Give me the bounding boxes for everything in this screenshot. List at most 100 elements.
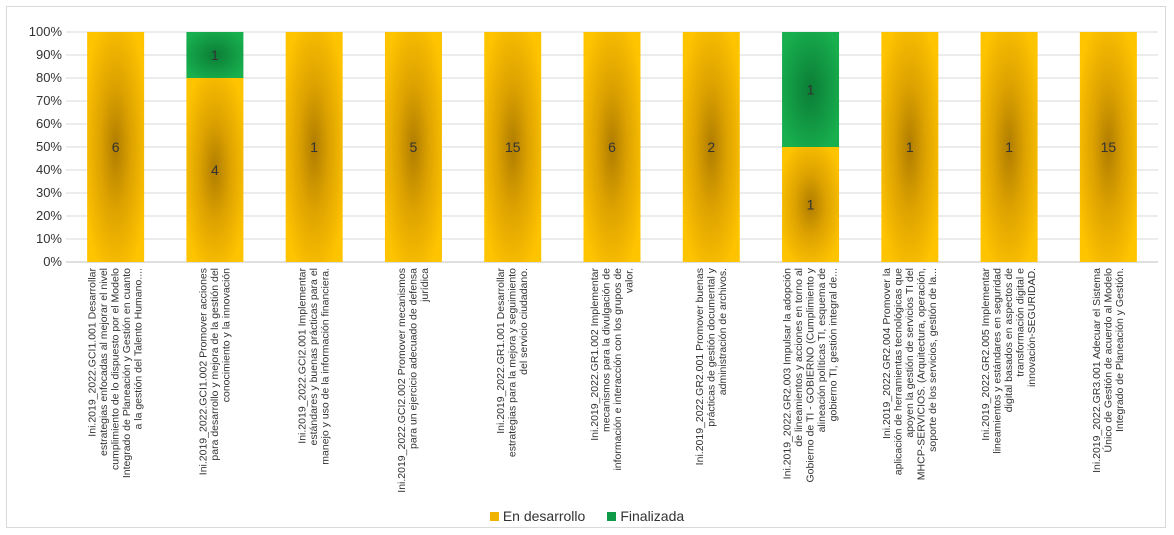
- x-tick-label-line: conocimiento y la innovación: [220, 268, 232, 402]
- x-tick-label-line: apoyen la gestión de servicios TI del: [904, 268, 916, 438]
- legend-item-finalizada: Finalizada: [607, 508, 684, 524]
- x-tick-label: Ini.2019_2022.GCI2.001 Implementarestánd…: [297, 268, 332, 465]
- labels: 0% 10% 20% 30% 40% 50% 60% 70% 80% 90% 100% 6 Ini.20…: [29, 24, 1126, 493]
- x-tick-label: Ini.2019_2022.GCI1.002 Promover acciones…: [197, 268, 232, 475]
- y-tick-label: 60%: [36, 116, 62, 131]
- x-tick-label-line: lineamientos y estándares en seguridad: [992, 268, 1004, 454]
- x-tick-label-line: Gobierno de TI - GOBIERNO (Cumplimiento …: [805, 267, 817, 482]
- x-tick-label-line: para un ejercicio adecuado de defensa: [407, 268, 419, 449]
- y-tick-label: 70%: [36, 93, 62, 108]
- data-label: 1: [211, 47, 219, 63]
- x-tick-label: Ini.2019_2022.GR1.002 Implementarmecanis…: [589, 267, 636, 470]
- data-label: 15: [1101, 139, 1117, 155]
- x-tick-label-line: de lineamientos y acciones en torno al: [793, 268, 805, 447]
- x-tick-label-line: administración de archivos.: [717, 268, 729, 395]
- data-label: 1: [807, 197, 815, 213]
- y-tick-label: 40%: [36, 162, 62, 177]
- x-tick-label: Ini.2019_2022.GR1.001 Desarrollarestrate…: [495, 268, 530, 458]
- data-label: 2: [707, 139, 715, 155]
- x-tick-label-line: MHCP-SERVICIOS. (Arquitectura, operación…: [915, 268, 927, 480]
- x-tick-label-line: alineación políticas TI, esquema de: [816, 268, 828, 433]
- y-tick-label: 30%: [36, 185, 62, 200]
- x-tick-label-line: Ini.2019_2022.GR2.005 Implementar: [980, 267, 992, 440]
- legend-label-en-desarrollo: En desarrollo: [502, 508, 586, 524]
- x-tick-label-line: innovación-SEGURIDAD.: [1026, 268, 1038, 387]
- x-tick-label-line: estrategias enfocadas al mejorar el nive…: [98, 268, 110, 456]
- x-tick-label-line: Ini.2019_2022.GR2.001 Promover buenas: [694, 268, 706, 465]
- x-tick-label-line: manejo y uso de la información financier…: [320, 268, 332, 465]
- bar-segment: [881, 32, 939, 262]
- x-tick-label: Ini.2019_2022.GCI2.002 Promover mecanism…: [396, 268, 431, 493]
- data-label: 1: [807, 82, 815, 98]
- data-label: 6: [608, 139, 616, 155]
- legend-label-finalizada: Finalizada: [620, 508, 685, 524]
- x-tick-label-line: valor.: [623, 268, 635, 293]
- x-tick-label-line: digital basados en aspectos de: [1003, 268, 1015, 412]
- data-label: 1: [310, 139, 318, 155]
- x-tick-label-line: del servicio ciudadano.: [518, 268, 530, 375]
- x-tick-label-line: estrategias para la mejora y seguimiento: [507, 268, 519, 457]
- x-tick-label-line: Ini.2019_2022.GCI2.001 Implementar: [297, 268, 309, 444]
- x-tick-label: Ini.2019_2022.GR2.005 Implementarlineami…: [980, 267, 1038, 453]
- data-label: 6: [112, 139, 120, 155]
- legend: En desarrollo Finalizada: [0, 508, 1174, 524]
- x-tick-label-line: Ini.2019_2022.GCI2.002 Promover mecanism…: [396, 268, 408, 493]
- x-tick-label-line: gobierno TI, gestión integral de...: [828, 268, 840, 421]
- bar-segment: [87, 32, 145, 262]
- x-tick-label: Ini.2019_2022.GR2.003 Impulsar la adopci…: [782, 267, 840, 482]
- x-tick-label-line: Integrado de Planeación y Gestión.: [1114, 268, 1126, 432]
- x-tick-label-line: Ini.2019_2022.GR1.001 Desarrollar: [495, 268, 507, 434]
- y-tick-label: 80%: [36, 70, 62, 85]
- x-tick-label-line: Ini.2019_2022.GR1.002 Implementar: [589, 267, 601, 440]
- x-tick-label-line: información e interacción con los grupos…: [612, 268, 624, 471]
- x-tick-label-line: cumplimiento de lo dispuesto por el Mode…: [110, 268, 122, 470]
- x-tick-label-line: aplicación de herramientas tecnológicas …: [892, 268, 904, 475]
- x-tick-label-line: jurídica: [419, 268, 431, 303]
- x-tick-label-line: para desarrollo y mejora de la gestión d…: [209, 268, 221, 461]
- x-tick-label-line: Integrado de Planeación y Gestión en cua…: [121, 268, 133, 478]
- x-tick-label: Ini.2019_2022.GR3.001 Adecuar el Sistema…: [1091, 268, 1126, 473]
- y-tick-label: 0%: [43, 254, 62, 269]
- x-tick-label-line: Ini.2019_2022.GCI1.002 Promover acciones: [197, 268, 209, 475]
- legend-item-en-desarrollo: En desarrollo: [489, 508, 586, 524]
- legend-swatch-finalizada: [607, 511, 617, 521]
- x-tick-label-line: Ini.2019_2022.GCI1.001 Desarrollar: [87, 267, 99, 436]
- y-tick-label: 20%: [36, 208, 62, 223]
- x-tick-label-line: Ini.2019_2022.GR2.003 Impulsar la adopci…: [782, 268, 794, 479]
- bar-segment: [1079, 32, 1137, 262]
- data-label: 1: [906, 139, 914, 155]
- bar-segment: [484, 32, 542, 262]
- bar-segment: [384, 32, 442, 262]
- bar-segment: [782, 32, 840, 147]
- x-tick-label-line: soporte de los servicios, gestión de la.…: [927, 268, 939, 452]
- y-tick-label: 100%: [29, 24, 63, 39]
- bar-segment: [782, 147, 840, 262]
- bar-segment: [682, 32, 740, 262]
- legend-swatch-en-desarrollo: [489, 511, 499, 521]
- y-tick-label: 10%: [36, 231, 62, 246]
- x-tick-label-line: mecanismos para la divulgación de: [600, 268, 612, 432]
- data-label: 5: [410, 139, 418, 155]
- x-tick-label: Ini.2019_2022.GR2.001 Promover buenasprá…: [694, 267, 729, 465]
- bar-segment: [285, 32, 343, 262]
- x-tick-label: Ini.2019_2022.GCI1.001 Desarrollarestrat…: [87, 267, 145, 478]
- bar-segment: [186, 78, 244, 262]
- data-label: 1: [1005, 139, 1013, 155]
- x-tick-label-line: prácticas de gestión documental y: [705, 267, 717, 427]
- data-label: 15: [505, 139, 521, 155]
- data-label: 4: [211, 162, 219, 178]
- y-tick-label: 50%: [36, 139, 62, 154]
- x-tick-label-line: transformación digital e: [1015, 268, 1027, 377]
- y-tick-label: 90%: [36, 47, 62, 62]
- bars: [87, 32, 1137, 262]
- x-tick-label-line: a la gestión del Talento Humano....: [133, 268, 145, 430]
- x-tick-label: Ini.2019_2022.GR2.004 Promover laaplicac…: [881, 268, 939, 480]
- x-tick-label-line: Único de Gestión de acuerdo al Modelo: [1101, 268, 1114, 453]
- x-tick-label-line: Ini.2019_2022.GR2.004 Promover la: [881, 268, 893, 439]
- bar-segment: [583, 32, 641, 262]
- x-tick-label-line: estándares y buenas prácticas para el: [308, 268, 320, 445]
- bar-segment: [186, 32, 244, 78]
- bar-segment: [980, 32, 1038, 262]
- x-tick-label-line: Ini.2019_2022.GR3.001 Adecuar el Sistema: [1091, 268, 1103, 473]
